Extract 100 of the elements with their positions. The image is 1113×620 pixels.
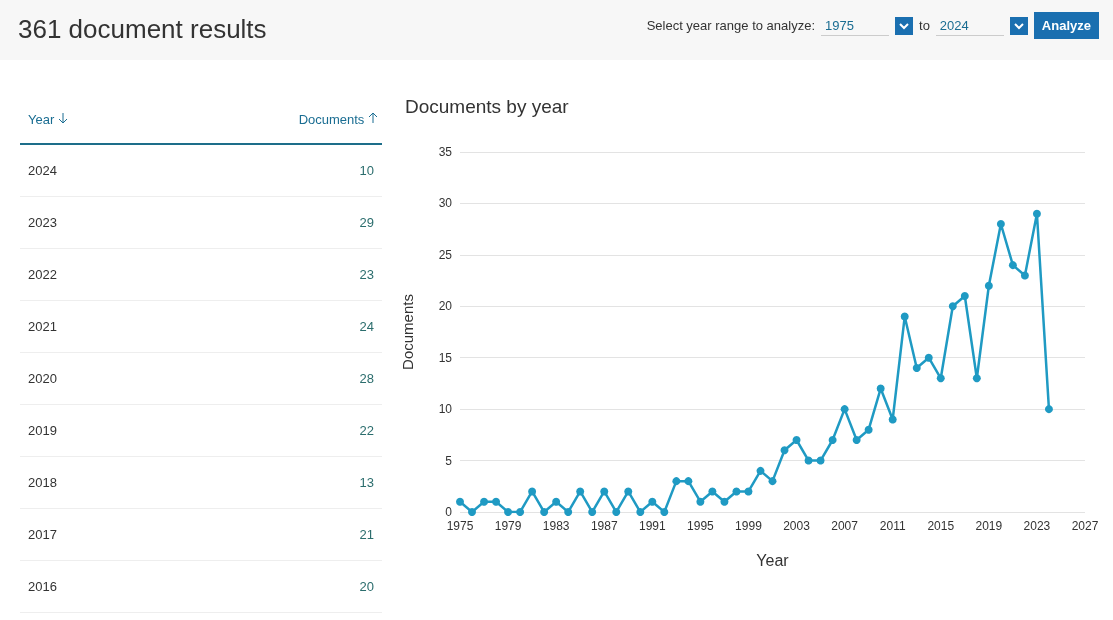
point — [588, 508, 597, 516]
point — [924, 353, 933, 362]
point — [636, 508, 645, 516]
chart-title: Documents by year — [405, 96, 570, 117]
point — [1044, 405, 1053, 414]
point — [732, 487, 741, 496]
point — [1032, 209, 1041, 218]
text: 10 — [359, 163, 374, 178]
x-tick-label: 2023 — [1023, 519, 1051, 533]
text: Documents — [298, 111, 365, 127]
point — [936, 374, 945, 383]
point — [468, 508, 477, 516]
text: 361 document results — [18, 14, 267, 45]
point — [888, 415, 897, 424]
point — [660, 508, 669, 516]
y-tick-label: 25 — [438, 247, 453, 262]
x-tick-label: 2027 — [1071, 519, 1099, 533]
text: Year — [28, 111, 55, 127]
point — [480, 497, 489, 506]
y-tick-label: 30 — [438, 196, 453, 211]
point — [816, 456, 825, 465]
point — [828, 436, 837, 444]
text: 28 — [359, 371, 374, 386]
point — [696, 497, 705, 506]
y-axis-title: Documents — [399, 294, 416, 370]
x-tick-label: 1979 — [494, 519, 522, 533]
x-axis-title: Year — [756, 551, 790, 569]
y-tick-label: 20 — [438, 299, 453, 314]
point — [1008, 261, 1017, 270]
text: 2020 — [28, 371, 57, 386]
x-tick-label: 2019 — [975, 519, 1003, 533]
text: Analyze — [1033, 12, 1099, 39]
point — [864, 425, 873, 434]
point — [564, 508, 573, 516]
point — [984, 281, 993, 290]
y-tick-label: 0 — [445, 505, 453, 519]
y-tick-label: 10 — [438, 402, 453, 417]
point — [552, 497, 561, 506]
point — [720, 497, 729, 506]
point — [648, 497, 657, 506]
text: 1975 — [821, 15, 890, 36]
x-tick-label: 2015 — [927, 519, 955, 533]
point — [804, 456, 813, 465]
text: 22 — [359, 423, 374, 438]
point — [912, 364, 921, 372]
text: 2022 — [28, 267, 57, 282]
x-tick-label: 1991 — [638, 519, 666, 533]
point — [612, 508, 621, 516]
point — [504, 508, 513, 516]
point — [624, 487, 633, 496]
point — [900, 312, 909, 321]
text: 2019 — [28, 423, 57, 438]
text: 2023 — [28, 215, 57, 230]
text: 21 — [359, 527, 374, 542]
point — [780, 446, 789, 455]
point — [492, 497, 501, 506]
x-tick-label: 1995 — [687, 519, 715, 533]
point — [684, 477, 693, 486]
point — [540, 508, 549, 516]
point — [708, 487, 717, 496]
text: 13 — [359, 475, 374, 490]
point — [576, 487, 585, 496]
point — [672, 477, 681, 486]
text: 2018 — [28, 475, 57, 490]
text: 2024 — [935, 15, 1004, 36]
text: 29 — [359, 215, 374, 230]
text: 2016 — [28, 579, 57, 594]
point — [768, 477, 777, 486]
text: 24 — [359, 319, 374, 334]
text: 23 — [359, 267, 374, 282]
y-tick-label: 5 — [445, 453, 453, 468]
text: 2024 — [28, 163, 57, 178]
point — [456, 497, 464, 506]
point — [960, 292, 969, 300]
point — [756, 466, 765, 475]
x-tick-label: 2011 — [879, 519, 906, 533]
point — [792, 436, 801, 444]
text: 2021 — [28, 319, 57, 334]
text: to — [919, 18, 930, 33]
point — [840, 405, 849, 414]
x-tick-label: 1999 — [735, 519, 763, 533]
y-tick-label: 15 — [438, 350, 453, 365]
point — [744, 487, 753, 496]
y-tick-label: 35 — [438, 145, 453, 159]
x-tick-label: 2007 — [831, 519, 859, 533]
point — [1020, 271, 1029, 280]
x-tick-label: 2003 — [783, 519, 811, 533]
text: 2017 — [28, 527, 57, 542]
point — [852, 436, 861, 444]
point — [996, 220, 1005, 228]
text: 20 — [359, 579, 374, 594]
x-tick-label: 1983 — [542, 519, 570, 533]
point — [600, 487, 609, 496]
x-tick-label: 1987 — [590, 519, 618, 533]
point — [948, 302, 957, 311]
point — [516, 508, 525, 516]
x-tick-label: 1975 — [446, 519, 474, 533]
point — [972, 374, 981, 383]
point — [876, 384, 885, 393]
text: Select year range to analyze: — [646, 18, 816, 33]
